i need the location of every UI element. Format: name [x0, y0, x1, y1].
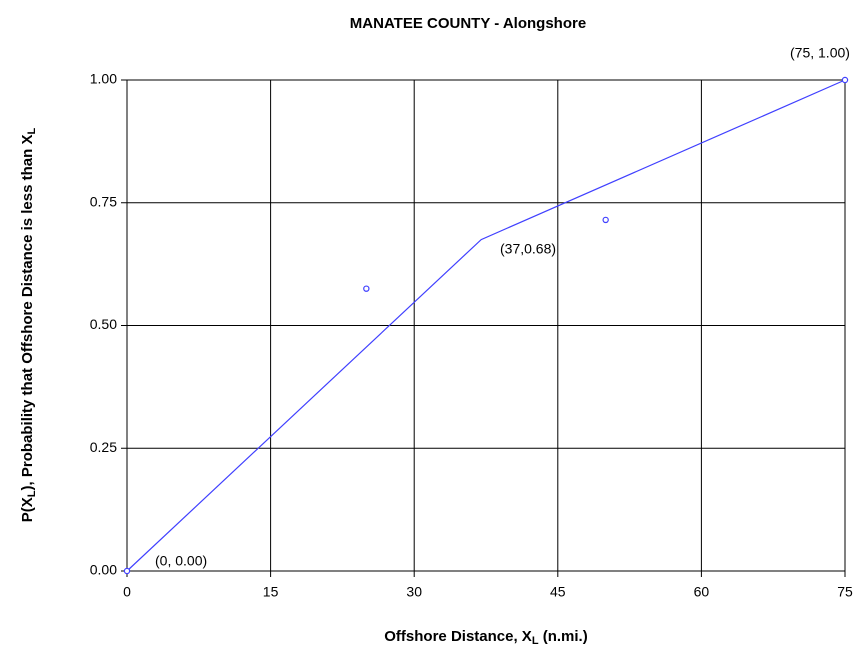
annotation: (37,0.68): [500, 241, 556, 257]
x-axis-label: Offshore Distance, XL (n.mi.): [384, 628, 587, 647]
data-point: [841, 76, 849, 84]
y-tick-label: 0.50: [90, 316, 117, 332]
data-point: [602, 216, 609, 224]
data-point: [363, 285, 370, 292]
y-tick-label: 0.25: [90, 439, 117, 455]
y-tick-label: 0.00: [90, 562, 117, 578]
y-axis-label: P(XL), Probability that Offshore Distanc…: [19, 128, 38, 523]
annotation: (75, 1.00): [790, 45, 850, 61]
y-tick-label: 1.00: [90, 71, 117, 87]
y-tick-label: 0.75: [90, 193, 117, 209]
x-tick-label: 15: [263, 584, 279, 600]
data-point: [123, 567, 131, 575]
x-tick-label: 75: [837, 584, 853, 600]
x-tick-label: 30: [406, 584, 422, 600]
annotation: (0, 0.00): [155, 553, 207, 569]
chart-title: MANATEE COUNTY - Alongshore: [350, 15, 586, 32]
x-tick-label: 60: [694, 584, 710, 600]
x-tick-label: 45: [550, 584, 566, 600]
x-tick-label: 0: [123, 584, 131, 600]
line-series: [126, 79, 846, 572]
